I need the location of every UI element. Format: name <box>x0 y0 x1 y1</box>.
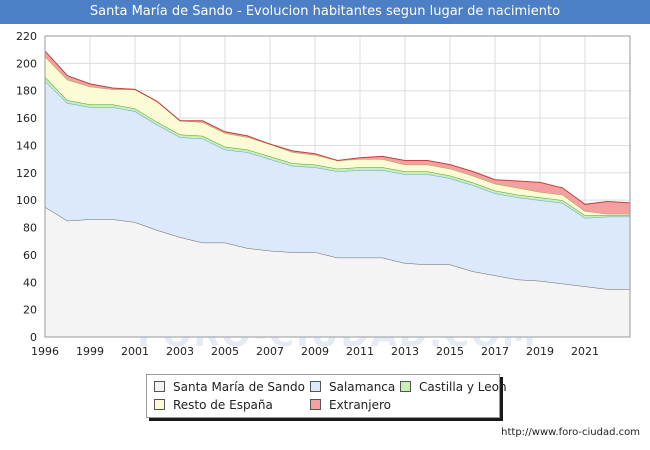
area-santa-maria <box>45 207 630 337</box>
y-tick-label: 40 <box>23 276 37 289</box>
x-tick-label: 2019 <box>526 345 554 358</box>
legend-label-santa-maria: Santa María de Sando <box>173 380 305 394</box>
y-tick-label: 0 <box>30 331 37 344</box>
legend: Santa María de Sando Salamanca Castilla … <box>146 374 507 418</box>
legend-swatch-castilla-y-leon <box>400 381 411 392</box>
legend-label-extranjero: Extranjero <box>329 398 392 412</box>
legend-swatch-resto-de-espana <box>154 399 165 410</box>
y-tick-label: 200 <box>16 57 37 70</box>
y-tick-label: 160 <box>16 112 37 125</box>
x-tick-label: 1999 <box>76 345 104 358</box>
x-tick-label: 2015 <box>436 345 464 358</box>
y-tick-label: 100 <box>16 194 37 207</box>
x-tick-label: 2013 <box>391 345 419 358</box>
y-tick-label: 80 <box>23 222 37 235</box>
x-tick-label: 2011 <box>346 345 374 358</box>
area-salamanca <box>45 81 630 290</box>
legend-label-salamanca: Salamanca <box>329 380 396 394</box>
x-tick-label: 2017 <box>481 345 509 358</box>
y-tick-label: 120 <box>16 167 37 180</box>
legend-swatch-extranjero <box>310 399 321 410</box>
legend-item-santa-maria: Santa María de Sando <box>154 379 305 395</box>
y-tick-label: 60 <box>23 249 37 262</box>
x-tick-label: 2005 <box>211 345 239 358</box>
legend-item-resto-de-espana: Resto de España <box>154 397 273 413</box>
legend-item-salamanca: Salamanca <box>310 379 395 395</box>
legend-swatch-santa-maria <box>154 381 165 392</box>
plot-border <box>44 35 631 338</box>
x-tick-label: 2001 <box>121 345 149 358</box>
x-tick-label: 2021 <box>571 345 599 358</box>
chart-title: Santa María de Sando - Evolucion habitan… <box>0 0 650 24</box>
y-tick-label: 20 <box>23 304 37 317</box>
area-chart: FORO-CIUDAD.COM0204060801001201401601802… <box>16 30 631 358</box>
x-tick-label: 1996 <box>31 345 59 358</box>
line-extranjero <box>44 50 631 205</box>
x-tick-label: 2007 <box>256 345 284 358</box>
y-tick-label: 180 <box>16 85 37 98</box>
legend-label-resto-de-espana: Resto de España <box>173 398 273 412</box>
legend-item-castilla-y-leon: Castilla y Leon <box>400 379 507 395</box>
y-tick-label: 140 <box>16 139 37 152</box>
legend-item-extranjero: Extranjero <box>310 397 391 413</box>
x-tick-label: 2003 <box>166 345 194 358</box>
area-extranjero <box>45 51 630 214</box>
y-tick-label: 220 <box>16 30 37 43</box>
legend-swatch-salamanca <box>310 381 321 392</box>
legend-label-castilla-y-leon: Castilla y Leon <box>419 380 507 394</box>
x-tick-label: 2009 <box>301 345 329 358</box>
footer-url: http://www.foro-ciudad.com <box>501 427 640 438</box>
